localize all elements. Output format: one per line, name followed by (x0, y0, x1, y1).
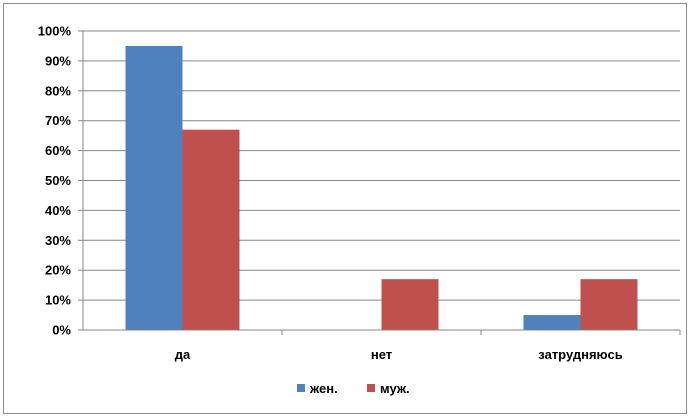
y-tick-label: 50% (45, 173, 71, 188)
y-tick-label: 100% (38, 24, 72, 39)
y-tick-label: 60% (45, 143, 71, 158)
axes (78, 30, 681, 335)
bar--2 (523, 315, 581, 330)
y-tick-label: 0% (52, 323, 71, 338)
bars (125, 45, 638, 330)
x-category-label: затрудняюсь (538, 347, 622, 362)
y-axis-tick-labels: 0% 10% 20% 30% 40% 50% 60% 70% 80% 90% 100% (38, 24, 72, 338)
legend-label: муж. (380, 381, 410, 396)
bar--1 (381, 279, 439, 330)
legend-swatch (297, 384, 305, 392)
y-tick-label: 40% (45, 203, 71, 218)
y-tick-label: 70% (45, 113, 71, 128)
y-tick-label: 80% (45, 83, 71, 98)
x-axis-category-labels: да нет затрудняюсь (175, 347, 623, 362)
legend: жен. муж. (297, 381, 410, 396)
legend-swatch (367, 384, 375, 392)
y-tick-label: 90% (45, 53, 71, 68)
x-category-label: да (175, 347, 191, 362)
legend-label: жен. (309, 381, 338, 396)
y-tick-label: 10% (45, 293, 71, 308)
bar--0 (182, 129, 240, 330)
chart-frame (3, 3, 687, 414)
y-tick-label: 20% (45, 263, 71, 278)
bar--0 (125, 45, 183, 330)
bar--2 (580, 279, 638, 330)
y-tick-label: 30% (45, 233, 71, 248)
x-category-label: нет (371, 347, 392, 362)
